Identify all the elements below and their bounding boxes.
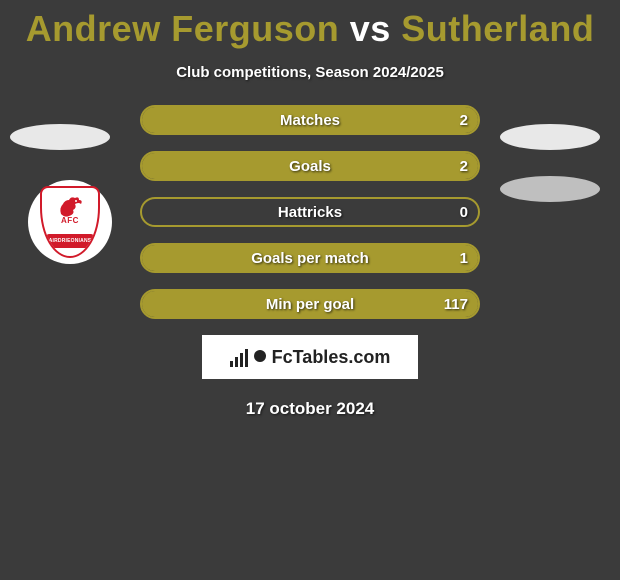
stat-value-right: 2 xyxy=(460,158,468,175)
stat-label: Hattricks xyxy=(278,204,342,221)
comparison-title: Andrew Ferguson vs Sutherland xyxy=(0,0,620,50)
stat-value-right: 0 xyxy=(460,204,468,221)
stat-row: Goals per match 1 xyxy=(140,243,480,273)
stats-container: Matches 2 Goals 2 Hattricks 0 Goals per match 1… xyxy=(0,105,620,319)
vs-separator: vs xyxy=(350,8,391,49)
player1-name: Andrew Ferguson xyxy=(26,8,340,49)
stat-label: Min per goal xyxy=(266,296,354,313)
stat-value-right: 1 xyxy=(460,250,468,267)
ball-icon xyxy=(254,350,266,362)
stat-label: Goals xyxy=(289,158,331,175)
snapshot-date: 17 october 2024 xyxy=(0,399,620,419)
stat-row: Hattricks 0 xyxy=(140,197,480,227)
logo-text: FcTables.com xyxy=(272,347,391,368)
stat-label: Matches xyxy=(280,112,340,129)
stat-row: Goals 2 xyxy=(140,151,480,181)
stat-value-right: 117 xyxy=(444,296,468,313)
subtitle: Club competitions, Season 2024/2025 xyxy=(0,64,620,81)
stat-row: Min per goal 117 xyxy=(140,289,480,319)
stat-value-right: 2 xyxy=(460,112,468,129)
bars-icon xyxy=(230,347,248,367)
stat-row: Matches 2 xyxy=(140,105,480,135)
player2-name: Sutherland xyxy=(401,8,594,49)
fctables-logo: FcTables.com xyxy=(202,335,418,379)
stat-label: Goals per match xyxy=(251,250,369,267)
